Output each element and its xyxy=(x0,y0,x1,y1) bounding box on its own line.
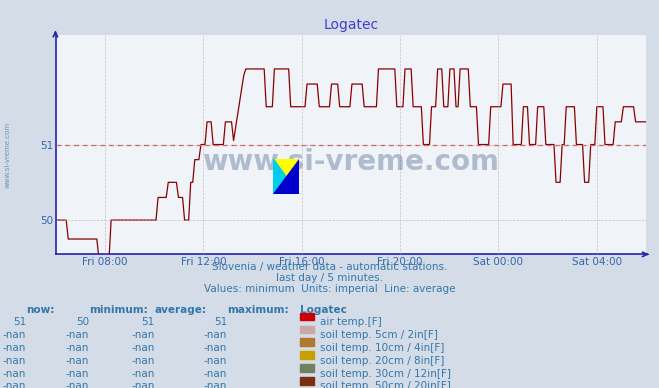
Text: now:: now: xyxy=(26,305,55,315)
Text: -nan: -nan xyxy=(3,330,26,340)
Text: soil temp. 30cm / 12in[F]: soil temp. 30cm / 12in[F] xyxy=(320,369,451,379)
Text: 51: 51 xyxy=(13,317,26,327)
Title: Logatec: Logatec xyxy=(324,18,378,32)
Text: -nan: -nan xyxy=(204,330,227,340)
Text: -nan: -nan xyxy=(204,343,227,353)
Text: soil temp. 10cm / 4in[F]: soil temp. 10cm / 4in[F] xyxy=(320,343,444,353)
Polygon shape xyxy=(273,159,299,194)
Text: -nan: -nan xyxy=(3,343,26,353)
Text: air temp.[F]: air temp.[F] xyxy=(320,317,382,327)
Text: minimum:: minimum: xyxy=(89,305,148,315)
Text: -nan: -nan xyxy=(204,356,227,366)
Text: -nan: -nan xyxy=(66,356,89,366)
Polygon shape xyxy=(273,159,299,194)
Text: average:: average: xyxy=(155,305,207,315)
Text: -nan: -nan xyxy=(66,381,89,388)
Text: -nan: -nan xyxy=(132,330,155,340)
Text: Logatec: Logatec xyxy=(300,305,347,315)
Text: Slovenia / weather data - automatic stations.: Slovenia / weather data - automatic stat… xyxy=(212,262,447,272)
Text: -nan: -nan xyxy=(3,381,26,388)
Text: -nan: -nan xyxy=(3,369,26,379)
Text: -nan: -nan xyxy=(204,381,227,388)
Text: -nan: -nan xyxy=(3,356,26,366)
Text: www.si-vreme.com: www.si-vreme.com xyxy=(202,148,500,176)
Text: soil temp. 50cm / 20in[F]: soil temp. 50cm / 20in[F] xyxy=(320,381,451,388)
Text: soil temp. 5cm / 2in[F]: soil temp. 5cm / 2in[F] xyxy=(320,330,438,340)
Text: www.si-vreme.com: www.si-vreme.com xyxy=(5,122,11,188)
Text: -nan: -nan xyxy=(132,381,155,388)
Text: soil temp. 20cm / 8in[F]: soil temp. 20cm / 8in[F] xyxy=(320,356,444,366)
Text: Values: minimum  Units: imperial  Line: average: Values: minimum Units: imperial Line: av… xyxy=(204,284,455,294)
Polygon shape xyxy=(273,159,299,194)
Text: maximum:: maximum: xyxy=(227,305,289,315)
Text: last day / 5 minutes.: last day / 5 minutes. xyxy=(276,273,383,283)
Text: -nan: -nan xyxy=(66,343,89,353)
Text: -nan: -nan xyxy=(132,343,155,353)
Text: -nan: -nan xyxy=(204,369,227,379)
Text: -nan: -nan xyxy=(132,369,155,379)
Text: -nan: -nan xyxy=(66,330,89,340)
Text: -nan: -nan xyxy=(132,356,155,366)
Text: -nan: -nan xyxy=(66,369,89,379)
Text: 51: 51 xyxy=(142,317,155,327)
Text: 50: 50 xyxy=(76,317,89,327)
Text: 51: 51 xyxy=(214,317,227,327)
